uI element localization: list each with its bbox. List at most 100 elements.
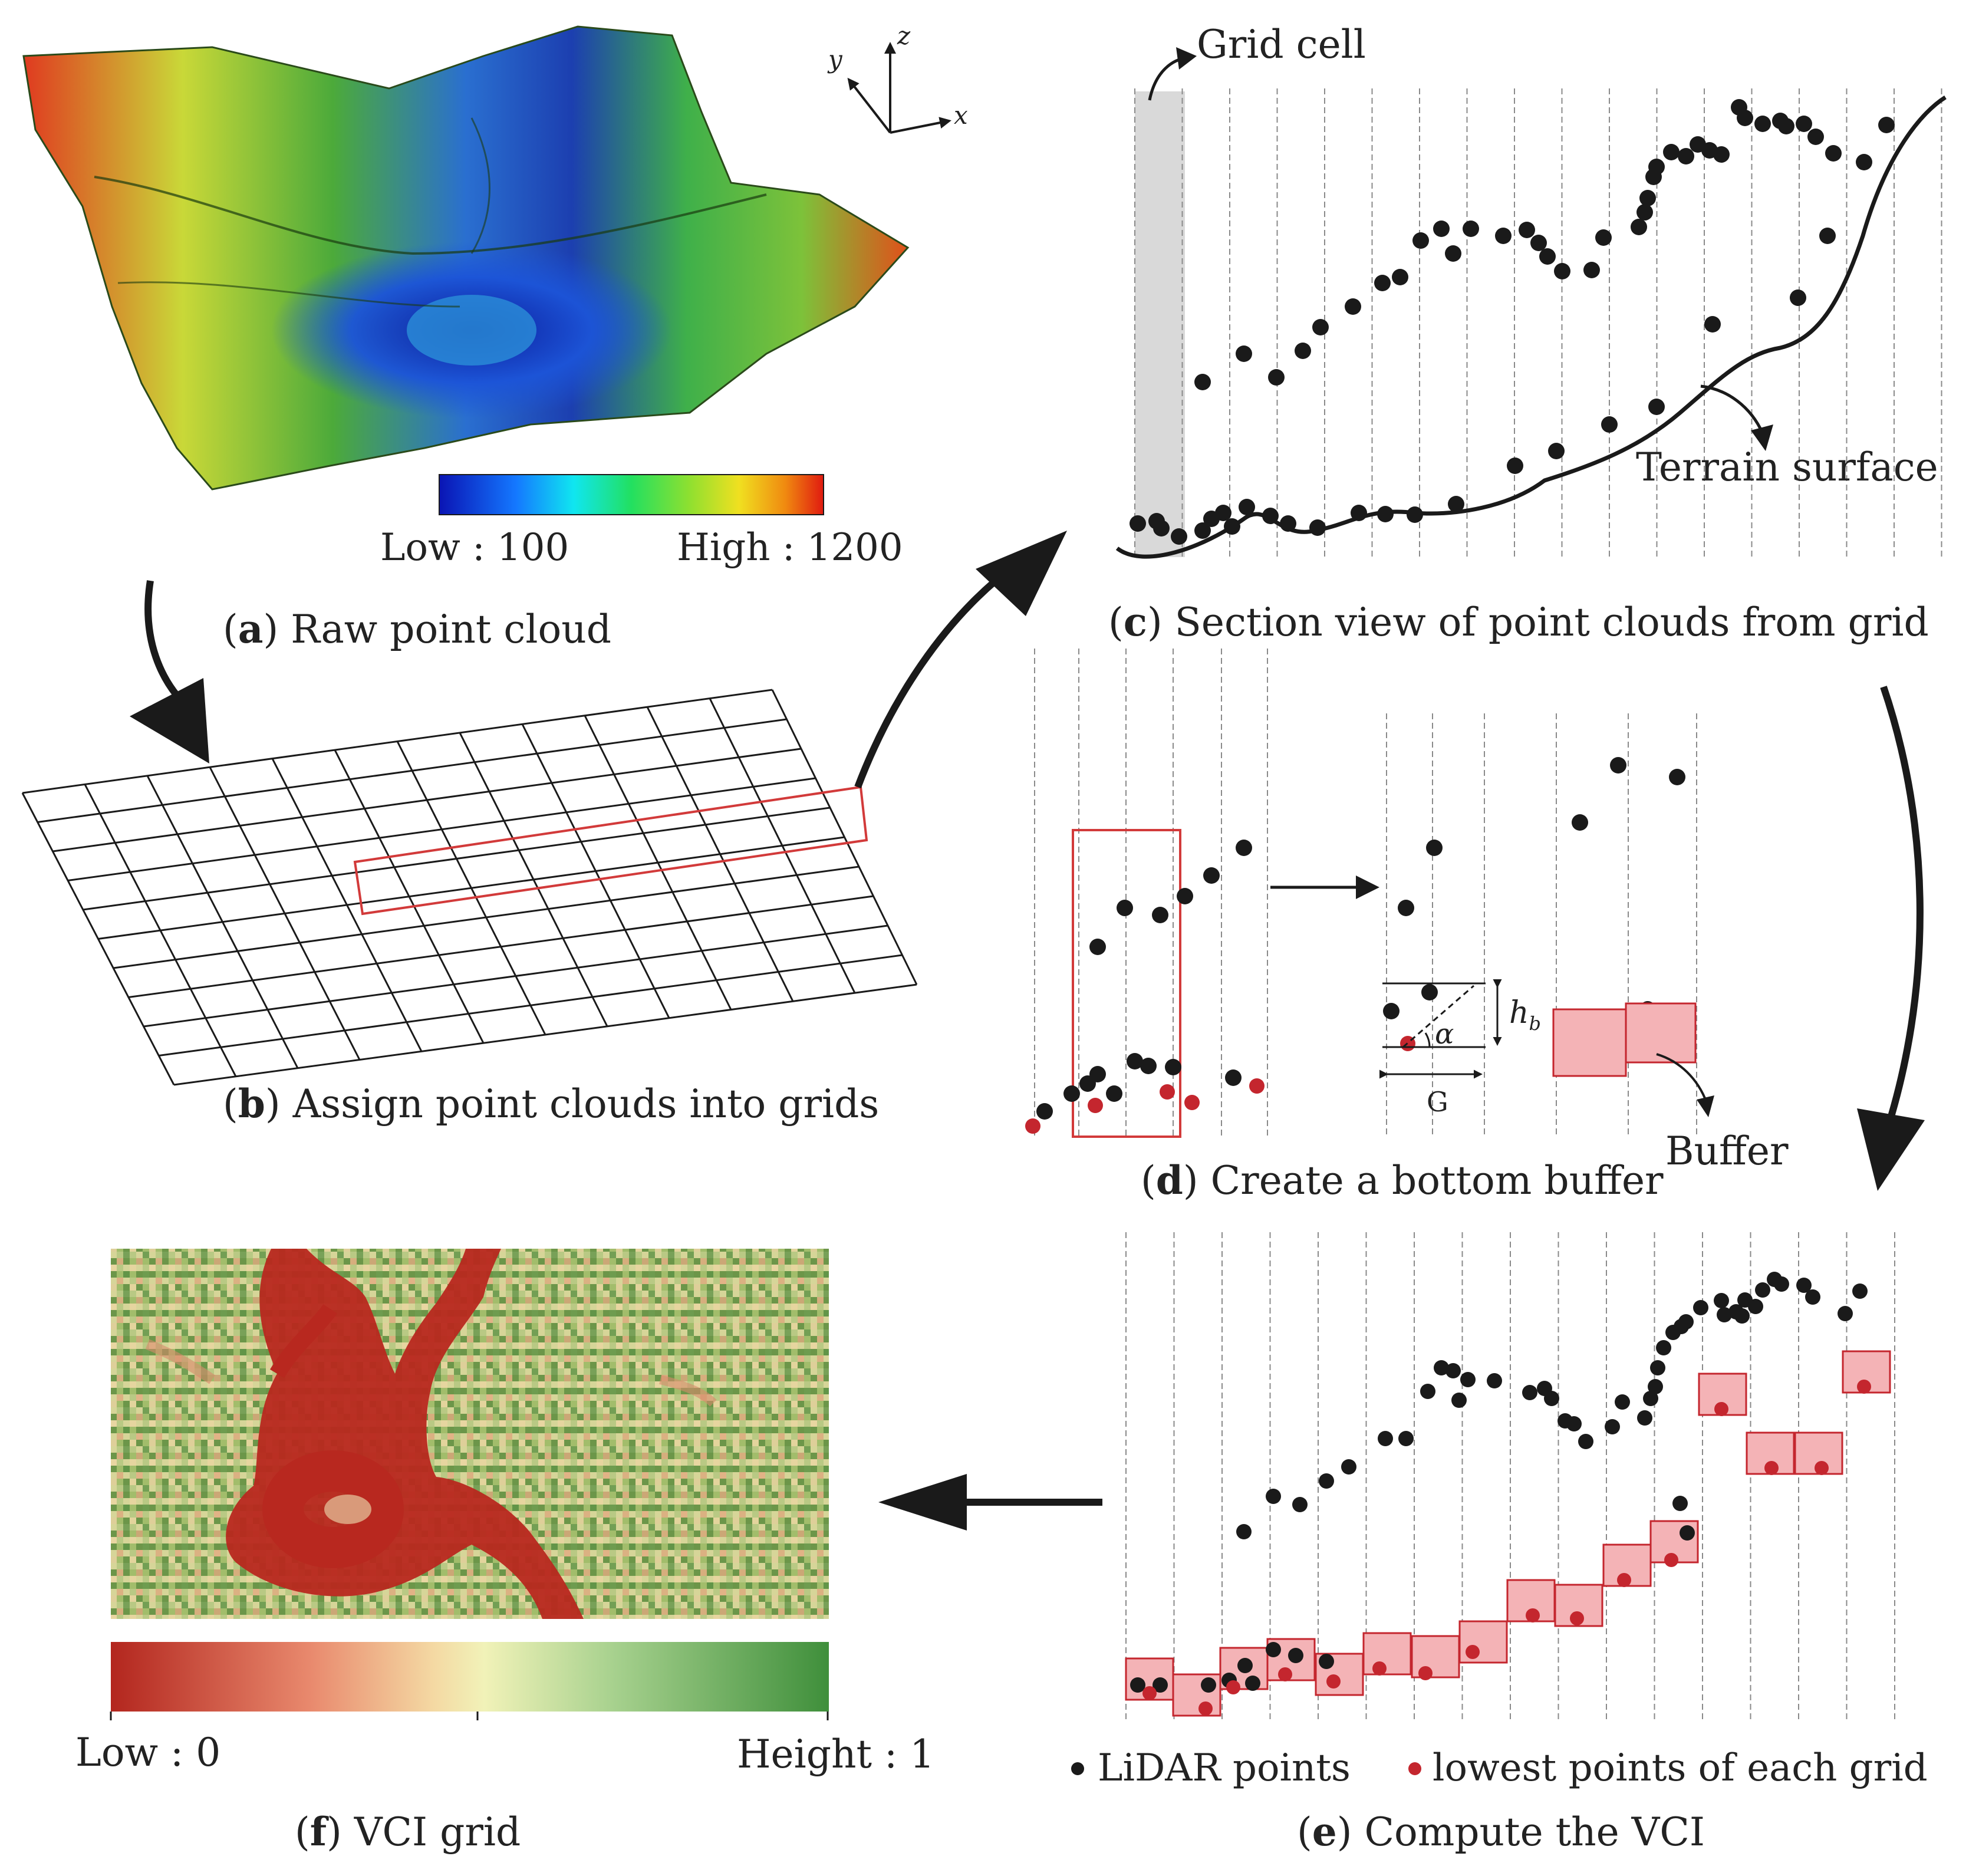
lowest-point [1249, 1078, 1265, 1094]
alpha-label: α [1435, 1018, 1454, 1051]
lidar-point [1312, 319, 1329, 335]
caption-c: (c) Section view of point clouds from gr… [1108, 599, 1929, 645]
buffer-pointer [1656, 1053, 1708, 1103]
ridge-line [117, 281, 460, 308]
legend-lowest-marker [1408, 1762, 1421, 1775]
lidar-point [1605, 1419, 1620, 1434]
xyz-axes-icon [847, 42, 951, 134]
lidar-point [1648, 1379, 1663, 1394]
axis-x-label: x [954, 101, 968, 130]
lidar-point [1631, 219, 1647, 235]
lidar-point [1648, 399, 1665, 415]
terrain-pointer-head [1751, 424, 1773, 451]
lowest-point [1226, 1680, 1240, 1694]
lidar-point [1445, 245, 1461, 262]
flow-arrowhead-b-to-c [976, 531, 1067, 616]
lidar-point [1807, 129, 1824, 145]
lidar-point [1421, 984, 1438, 1000]
low-vci-patch [145, 1339, 215, 1384]
lidar-point [1266, 1642, 1281, 1657]
buffer-boxes [1552, 1002, 1697, 1077]
lowest-point [1466, 1645, 1480, 1659]
lidar-point [1669, 769, 1685, 785]
valley-center-shape [407, 295, 536, 366]
legend-lidar-marker [1071, 1762, 1084, 1775]
lowest-point [1617, 1573, 1631, 1587]
grid-cell-label: Grid cell [1197, 22, 1366, 67]
lowest-point [1088, 1098, 1103, 1113]
buffer-label: Buffer [1665, 1128, 1789, 1174]
lidar-point [1345, 298, 1361, 315]
lidar-point [1704, 316, 1721, 333]
lidar-point [1426, 840, 1443, 856]
lowest-point [1142, 1686, 1157, 1700]
buffer-box [1552, 1008, 1627, 1077]
lidar-point [1201, 1677, 1216, 1693]
axis-y-label: y [827, 45, 843, 74]
lidar-point [1539, 248, 1556, 265]
lidar-point [1203, 867, 1220, 884]
lidar-point [1171, 528, 1187, 545]
flow-arrowhead-c-to-e [1857, 1108, 1925, 1191]
legend-lidar-label: LiDAR points [1098, 1746, 1351, 1790]
grid-cell-pointer-head [1176, 47, 1197, 70]
lidar-point [1636, 204, 1653, 220]
elevation-colorbar [439, 474, 824, 515]
selected-cells-box [1072, 829, 1181, 1138]
selected-grid-row-box [353, 785, 868, 916]
lidar-point [1530, 235, 1547, 251]
lidar-point [1737, 110, 1753, 126]
lidar-point [1236, 1524, 1252, 1539]
lidar-point [1130, 1677, 1145, 1693]
grid-line [98, 836, 845, 940]
axis-z-label: z [897, 21, 911, 50]
grid-line [128, 895, 874, 998]
lidar-point [1878, 117, 1895, 133]
lidar-point [1237, 1658, 1253, 1673]
grid-line [113, 865, 860, 969]
lidar-point [1239, 499, 1255, 515]
lidar-point [1383, 1003, 1400, 1019]
lidar-point [1319, 1654, 1334, 1669]
lidar-point [1519, 222, 1535, 238]
lidar-point [1554, 263, 1570, 279]
lidar-point [1656, 1340, 1671, 1355]
lidar-point [1663, 144, 1680, 160]
lowest-point [1857, 1380, 1871, 1394]
lidar-point [1165, 1059, 1181, 1075]
lidar-point [1194, 522, 1211, 539]
grid-line [52, 748, 802, 853]
lidar-point [1412, 232, 1429, 249]
lidar-point [1374, 275, 1391, 291]
grid-line [143, 924, 888, 1028]
lidar-point [1268, 369, 1285, 386]
lowest-point [1025, 1118, 1040, 1134]
elevation-low-label: Low : 100 [380, 526, 569, 570]
buffer-box [1458, 1620, 1508, 1664]
lidar-point [1177, 888, 1193, 904]
lidar-point [1856, 154, 1872, 170]
lidar-point [1262, 508, 1279, 524]
lidar-point [1566, 1416, 1582, 1431]
lidar-point [1288, 1648, 1303, 1663]
buffer-grid-lines [1034, 649, 1697, 1138]
lidar-point [1487, 1373, 1502, 1388]
lidar-point [1448, 496, 1464, 512]
lowest-point [1526, 1608, 1540, 1622]
lidar-point [1295, 343, 1311, 359]
lidar-point [1805, 1289, 1820, 1305]
lidar-point [1433, 220, 1450, 237]
lowest-point [1326, 1674, 1341, 1689]
lowest-point [1664, 1553, 1678, 1567]
lidar-point [1153, 520, 1170, 537]
lidar-point [1548, 443, 1565, 459]
lidar-point [1451, 1393, 1467, 1408]
terrain-pointer [1700, 384, 1764, 435]
caption-d: (d) Create a bottom buffer [1141, 1157, 1664, 1203]
lidar-point [1398, 900, 1414, 916]
lidar-point [1420, 1384, 1435, 1399]
lidar-point [1127, 1053, 1143, 1069]
vci-colorbar [111, 1642, 829, 1712]
lowest-point [1160, 1084, 1175, 1100]
lowest-point [1815, 1461, 1829, 1475]
